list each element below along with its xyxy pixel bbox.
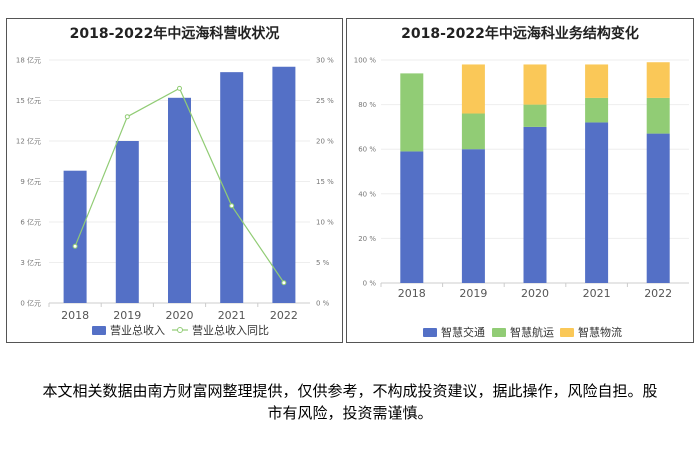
y-right-tick: 25 % [316,97,334,105]
y-left-tick: 0 亿元 [20,299,41,308]
legend-swatch [560,328,574,337]
stacked-segment [646,62,670,98]
x-tick-label: 2018 [61,309,89,322]
y-left-tick: 15 亿元 [16,96,41,105]
legend-label: 智慧航运 [510,325,554,339]
x-tick-label: 2020 [521,287,549,300]
y-left-tick: 3 亿元 [20,258,41,267]
stacked-segment [646,97,670,134]
y-left-tick: 12 亿元 [16,137,41,146]
x-tick-label: 2019 [113,309,141,322]
revenue-bar [63,170,87,303]
y-left-tick: 6 亿元 [20,218,41,227]
yoy-growth-point [72,243,78,249]
legend-label-yoy: 营业总收入同比 [192,323,269,337]
legend-swatch-yoy-point [177,327,183,333]
business-structure-chart-panel: 0 % 20 % 40 % 60 % 80 % 100 % 2018 2019 2020 2021… [346,18,694,343]
legend-swatch-revenue [92,326,106,335]
legend-label: 智慧交通 [441,325,485,339]
stacked-segment [461,149,485,283]
x-tick-label: 2019 [459,287,487,300]
y-tick: 60 % [358,146,376,154]
yoy-growth-point [177,85,182,91]
y-right-tick: 10 % [316,219,334,227]
x-tick-label: 2021 [583,287,611,300]
yoy-growth-point [281,280,287,286]
x-tick-label: 2020 [166,309,194,322]
y-tick: 40 % [358,190,376,198]
business-structure-chart-title: 2018-2022年中远海科业务结构变化 [401,26,639,42]
stacked-segment [461,64,485,114]
stacked-segment [523,64,547,105]
legend-swatch [423,328,437,337]
y-left-tick: 9 亿元 [20,177,41,186]
stacked-segment [585,122,609,283]
disclaimer-text: 本文相关数据由南方财富网整理提供，仅供参考，不构成投资建议，据此操作，风险自担。… [42,382,658,422]
stacked-segment [585,97,609,123]
stacked-segment [646,133,670,283]
legend-swatch [492,328,506,337]
y-tick: 0 % [363,280,377,288]
business-structure-chart: 0 % 20 % 40 % 60 % 80 % 100 % 2018 2019 2020 2021… [354,57,689,339]
x-tick-label: 2022 [270,309,298,322]
y-tick: 80 % [358,101,376,109]
yoy-growth-point [229,203,235,209]
stacked-segment [400,73,424,152]
revenue-bar [168,97,191,303]
y-right-tick: 15 % [316,178,334,186]
x-tick-label: 2018 [398,287,426,300]
y-right-tick: 20 % [316,138,334,146]
stacked-segment [461,113,485,150]
revenue-chart-panel: 0 亿元 3 亿元 6 亿元 9 亿元 12 亿元 15 亿元 18 亿元 0 % 5 % 10 … [6,18,343,343]
y-left-tick: 18 亿元 [16,56,41,65]
y-tick: 100 % [354,57,377,65]
y-right-tick: 0 % [316,300,330,308]
y-right-tick: 5 % [316,259,330,267]
revenue-bar [220,72,244,304]
revenue-chart: 0 亿元 3 亿元 6 亿元 9 亿元 12 亿元 15 亿元 18 亿元 0 % 5 % 10 … [16,56,334,338]
legend-label-revenue: 营业总收入 [110,323,165,337]
stacked-segment [585,64,609,98]
revenue-bar [115,141,139,303]
stacked-segment [400,151,424,283]
y-tick: 20 % [358,235,376,243]
stacked-segment [523,104,547,127]
stacked-segment [523,126,547,284]
yoy-growth-point [124,114,130,120]
y-right-tick: 30 % [316,57,334,65]
revenue-chart-title: 2018-2022年中远海科营收状况 [69,26,280,42]
x-tick-label: 2021 [218,309,246,322]
legend-label: 智慧物流 [578,325,622,339]
x-tick-label: 2022 [644,287,672,300]
revenue-bar [272,66,296,303]
